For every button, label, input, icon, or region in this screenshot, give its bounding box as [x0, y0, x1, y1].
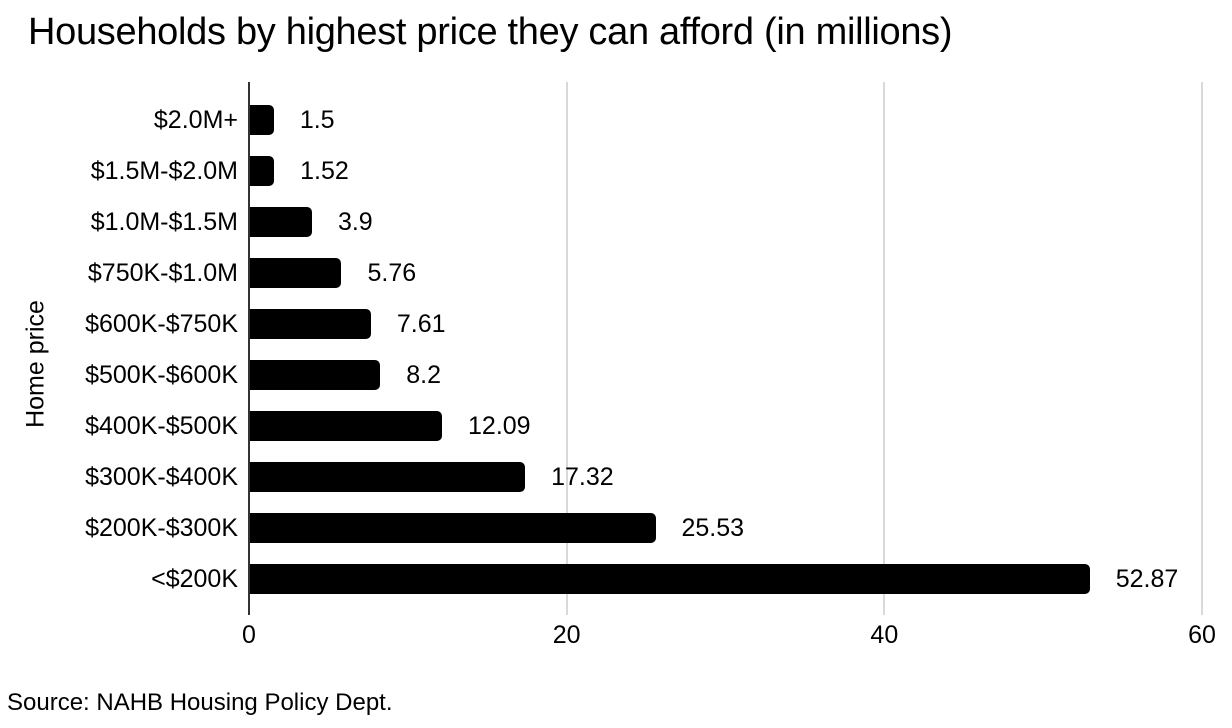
x-tick-label: 40 [870, 621, 899, 649]
value-label: 3.9 [337, 208, 373, 236]
value-label: 52.87 [1115, 565, 1179, 593]
category-label: $400K-$500K [85, 412, 238, 440]
bar [250, 156, 275, 186]
category-label: $500K-$600K [85, 361, 238, 389]
gridline [1201, 82, 1203, 615]
value-label: 12.09 [468, 412, 531, 440]
gridline [565, 82, 568, 615]
y-axis-title: Home price [21, 300, 50, 428]
category-label: $750K-$1.0M [87, 259, 238, 287]
bar [250, 258, 342, 288]
bar [250, 462, 526, 492]
category-label: <$200K [151, 565, 238, 593]
chart-title: Households by highest price they can aff… [28, 11, 953, 53]
x-tick-label: 60 [1188, 621, 1216, 649]
value-label: 17.32 [551, 463, 614, 491]
category-label: $600K-$750K [85, 310, 238, 338]
x-tick-label: 0 [242, 621, 256, 649]
category-label: $1.0M-$1.5M [90, 208, 238, 236]
bar [250, 411, 443, 441]
gridline [883, 82, 886, 615]
category-label: $300K-$400K [85, 463, 238, 491]
bar [250, 513, 656, 543]
value-label: 1.5 [299, 106, 335, 134]
value-label: 5.76 [367, 259, 417, 287]
value-label: 1.52 [300, 157, 349, 185]
category-label: $200K-$300K [85, 514, 238, 542]
x-tick-label: 20 [552, 621, 581, 649]
category-label: $1.5M-$2.0M [90, 157, 238, 185]
bar [250, 360, 381, 390]
value-label: 7.61 [396, 310, 446, 338]
bar [250, 309, 371, 339]
source-note: Source: NAHB Housing Policy Dept. [7, 689, 393, 716]
value-label: 8.2 [406, 361, 441, 389]
bar [250, 564, 1090, 594]
bar [250, 105, 274, 135]
bar [250, 207, 312, 237]
axis-line [248, 82, 250, 615]
category-label: $2.0M+ [153, 106, 238, 134]
value-label: 25.53 [681, 514, 745, 542]
